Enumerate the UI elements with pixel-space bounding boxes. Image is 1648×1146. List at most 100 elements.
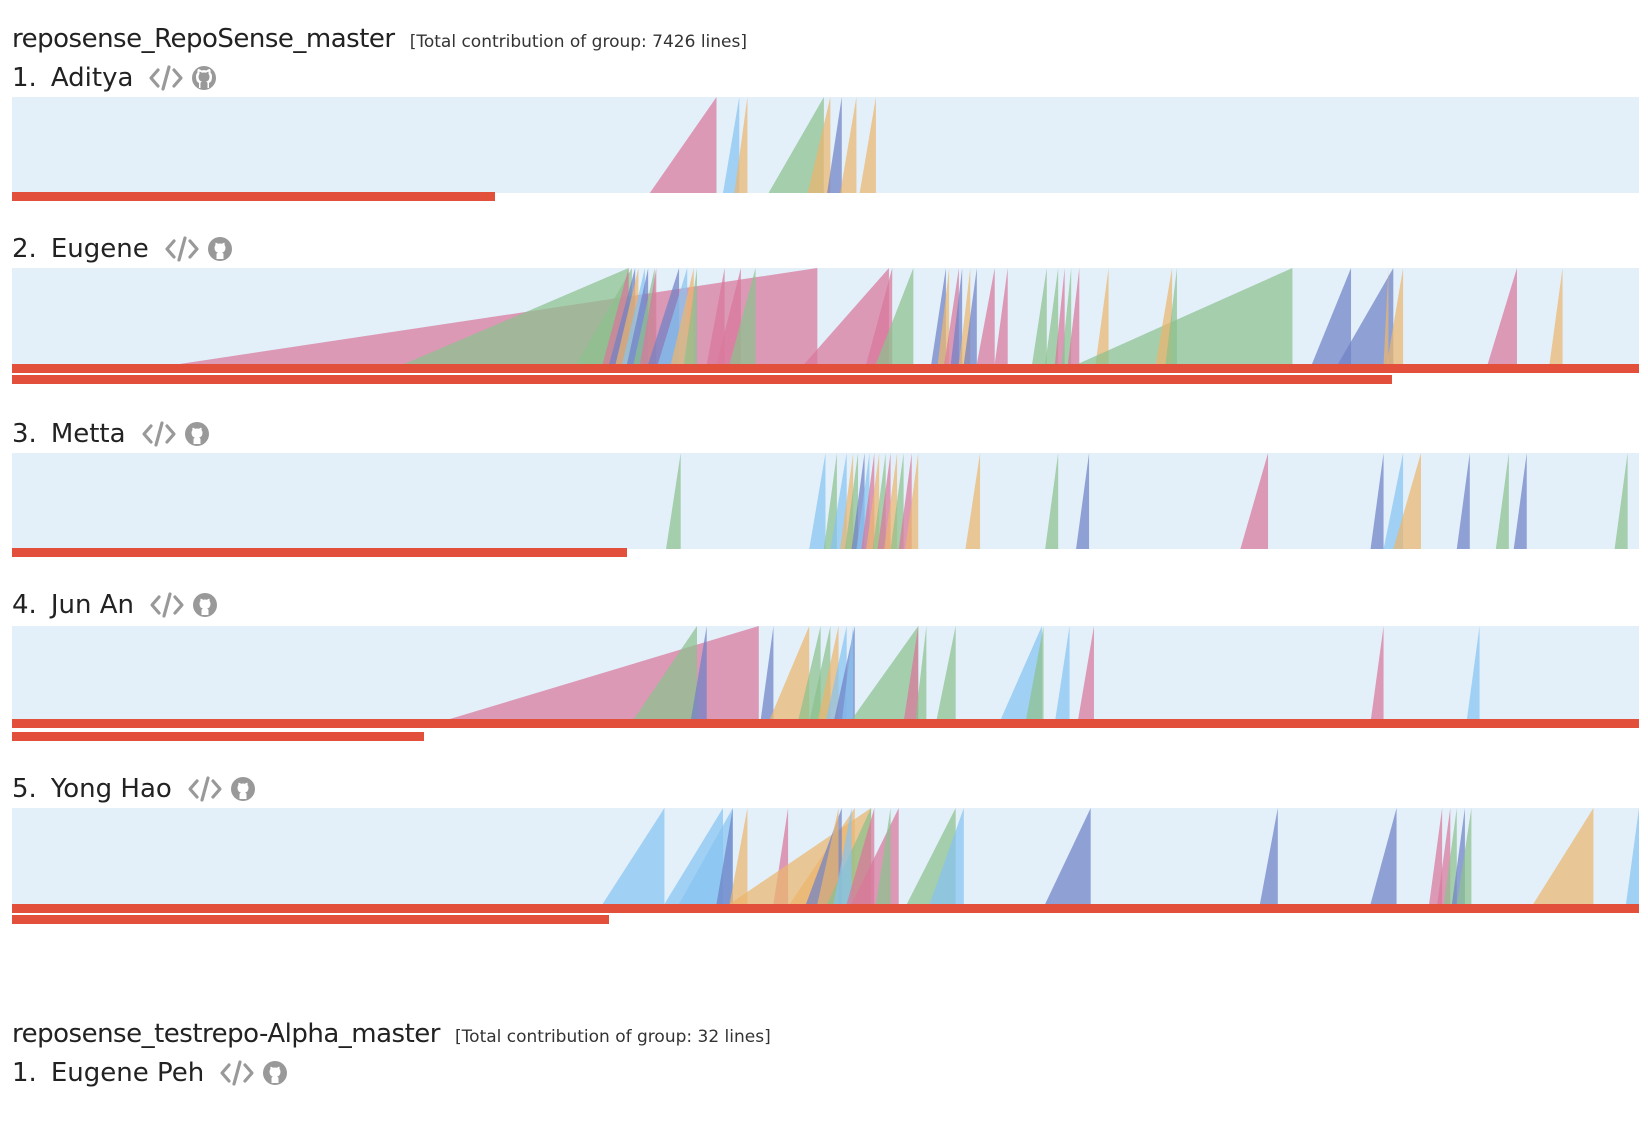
github-icon[interactable] [201, 231, 239, 267]
commit-ramp[interactable] [914, 626, 927, 722]
commit-ramp[interactable] [631, 626, 697, 722]
commit-ramp[interactable] [1045, 453, 1059, 549]
commit-ramp[interactable] [1429, 808, 1443, 904]
commit-ramp[interactable] [716, 808, 733, 904]
commit-ramp[interactable] [830, 453, 847, 549]
commit-ramp[interactable] [841, 626, 854, 722]
commit-ramp[interactable] [903, 626, 919, 722]
commit-ramp[interactable] [1456, 808, 1472, 904]
github-icon[interactable] [224, 771, 262, 807]
github-icon[interactable] [185, 60, 223, 96]
commit-ramp[interactable] [768, 97, 824, 193]
commit-ramp[interactable] [929, 808, 964, 904]
commit-ramp[interactable] [690, 626, 707, 722]
commit-ramp[interactable] [1370, 626, 1384, 722]
commit-ramp[interactable] [1077, 268, 1293, 364]
commit-ramp[interactable] [950, 268, 963, 364]
commit-ramp[interactable] [716, 268, 741, 364]
commit-ramp[interactable] [1025, 626, 1044, 722]
commit-ramp[interactable] [1370, 808, 1397, 904]
commit-ramp[interactable] [439, 626, 759, 722]
commit-ramp[interactable] [875, 268, 914, 364]
commit-ramp[interactable] [965, 453, 981, 549]
commit-ramp[interactable] [1095, 268, 1109, 364]
commit-ramp[interactable] [890, 453, 904, 549]
commit-ramp[interactable] [729, 808, 748, 904]
commit-ramp[interactable] [1437, 808, 1451, 904]
commit-ramp[interactable] [1240, 453, 1269, 549]
contribution-bar[interactable] [12, 548, 627, 557]
code-view-icon[interactable] [163, 231, 201, 267]
commit-ramp[interactable] [729, 268, 756, 364]
commit-ramp[interactable] [1311, 268, 1352, 364]
commit-ramp[interactable] [823, 453, 837, 549]
commit-ramp[interactable] [809, 453, 826, 549]
commit-ramp[interactable] [640, 268, 657, 364]
commit-ramp[interactable] [849, 626, 919, 722]
commit-ramp[interactable] [817, 808, 839, 904]
code-view-icon[interactable] [148, 587, 186, 623]
commit-ramp[interactable] [1045, 268, 1059, 364]
code-view-icon[interactable] [147, 60, 185, 96]
commit-ramp[interactable] [1054, 626, 1070, 722]
commit-ramp[interactable] [1533, 808, 1594, 904]
commit-ramp[interactable] [760, 626, 774, 722]
commit-ramp[interactable] [1370, 453, 1384, 549]
commit-ramp[interactable] [1032, 268, 1047, 364]
commit-ramp[interactable] [833, 808, 852, 904]
commit-ramp[interactable] [768, 626, 810, 722]
commit-ramp[interactable] [1067, 268, 1080, 364]
commit-ramp[interactable] [679, 808, 733, 904]
commit-ramp[interactable] [905, 453, 919, 549]
commit-ramp[interactable] [683, 268, 697, 364]
commit-ramp[interactable] [827, 97, 842, 193]
github-icon[interactable] [256, 1055, 294, 1091]
contribution-bar[interactable] [12, 904, 1639, 913]
commit-ramp[interactable] [1155, 268, 1173, 364]
commit-ramp[interactable] [706, 268, 725, 364]
commit-ramp[interactable] [1513, 453, 1527, 549]
group-title[interactable]: reposense_testrepo-Alpha_master [12, 1019, 440, 1049]
commit-ramp[interactable] [1165, 268, 1177, 364]
commit-ramp[interactable] [1061, 268, 1072, 364]
commit-ramp[interactable] [1077, 626, 1094, 722]
commit-ramp[interactable] [976, 268, 995, 364]
commit-ramp[interactable] [1549, 268, 1563, 364]
github-icon[interactable] [178, 416, 216, 452]
commit-ramp[interactable] [859, 97, 876, 193]
code-view-icon[interactable] [140, 416, 178, 452]
group-title[interactable]: reposense_RepoSense_master [12, 24, 395, 54]
commit-ramp[interactable] [937, 268, 950, 364]
commit-ramp[interactable] [666, 453, 681, 549]
commit-ramp[interactable] [1383, 453, 1404, 549]
commit-ramp[interactable] [1338, 268, 1394, 364]
commit-ramp[interactable] [602, 808, 665, 904]
code-view-icon[interactable] [186, 771, 224, 807]
commit-ramp[interactable] [1466, 626, 1480, 722]
commit-ramp[interactable] [840, 97, 857, 193]
commit-ramp[interactable] [1076, 453, 1090, 549]
commit-ramp[interactable] [936, 626, 956, 722]
commit-ramp[interactable] [1383, 268, 1389, 364]
commit-ramp[interactable] [649, 97, 717, 193]
commit-ramp[interactable] [722, 97, 740, 193]
contribution-bar[interactable] [12, 375, 1392, 384]
commit-ramp[interactable] [807, 97, 831, 193]
commit-ramp[interactable] [1259, 808, 1278, 904]
commit-ramp[interactable] [1386, 268, 1404, 364]
github-icon[interactable] [186, 587, 224, 623]
contribution-bar[interactable] [12, 719, 1639, 728]
commit-ramp[interactable] [1045, 808, 1091, 904]
commit-ramp[interactable] [734, 97, 748, 193]
commit-ramp[interactable] [963, 268, 977, 364]
commit-ramp[interactable] [994, 268, 1008, 364]
commit-ramp[interactable] [404, 268, 629, 364]
commit-ramp[interactable] [1614, 453, 1628, 549]
contribution-bar[interactable] [12, 915, 610, 924]
commit-ramp[interactable] [1054, 268, 1065, 364]
commit-ramp[interactable] [804, 268, 889, 364]
commit-ramp[interactable] [1625, 808, 1639, 904]
contribution-bar[interactable] [12, 192, 496, 201]
contribution-bar[interactable] [12, 364, 1639, 373]
commit-ramp[interactable] [1456, 453, 1470, 549]
